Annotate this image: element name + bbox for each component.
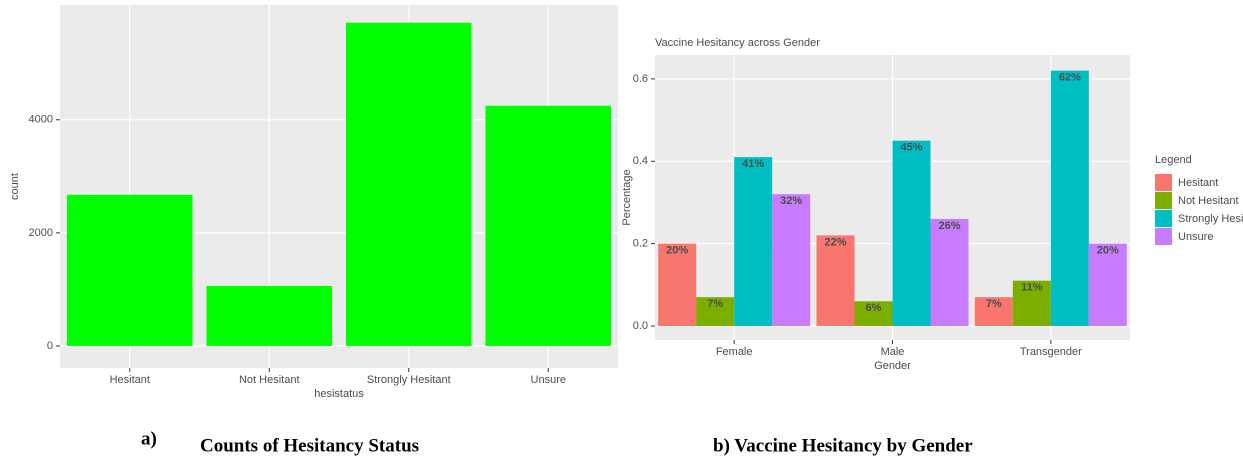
x-tick-label: Female bbox=[716, 346, 753, 358]
legend-swatch bbox=[1155, 192, 1172, 209]
bar bbox=[485, 105, 612, 346]
bar bbox=[345, 22, 472, 346]
legend-label: Unsure bbox=[1178, 231, 1213, 243]
legend-swatch bbox=[1155, 174, 1172, 191]
x-tick-label: Unsure bbox=[531, 374, 566, 386]
y-tick-label: 0.4 bbox=[633, 155, 648, 167]
bar bbox=[1088, 243, 1127, 326]
legend-label: Hesitant bbox=[1178, 177, 1218, 189]
value-label: 41% bbox=[742, 158, 764, 170]
bar bbox=[816, 235, 855, 326]
caption: Counts of Hesitancy Status bbox=[200, 435, 419, 456]
y-tick-label: 0.6 bbox=[633, 73, 648, 85]
caption: b) Vaccine Hesitancy by Gender bbox=[713, 435, 973, 456]
value-label: 26% bbox=[938, 220, 960, 232]
y-tick-label: 0.0 bbox=[633, 320, 648, 332]
x-tick-label: Hesitant bbox=[110, 374, 150, 386]
y-tick-label: 0.2 bbox=[633, 238, 648, 250]
legend-label: Not Hesitant bbox=[1178, 195, 1239, 207]
legend-title: Legend bbox=[1155, 154, 1192, 166]
value-label: 20% bbox=[666, 245, 688, 257]
legend-label: Strongly Hesitant bbox=[1178, 213, 1243, 225]
value-label: 11% bbox=[1021, 282, 1043, 294]
bar bbox=[974, 297, 1013, 326]
value-label: 22% bbox=[824, 236, 846, 248]
x-tick-label: Strongly Hesitant bbox=[367, 374, 451, 386]
y-tick-label: 0 bbox=[47, 340, 53, 352]
value-label: 62% bbox=[1059, 72, 1081, 84]
bar bbox=[892, 140, 931, 326]
caption-letter: a) bbox=[141, 428, 157, 449]
y-axis-label: Percentage bbox=[621, 169, 633, 225]
bar bbox=[772, 194, 811, 326]
x-tick-label: Male bbox=[881, 346, 905, 358]
bar bbox=[206, 285, 333, 346]
value-label: 7% bbox=[707, 298, 723, 310]
y-axis-label: count bbox=[9, 173, 21, 200]
value-label: 20% bbox=[1097, 245, 1119, 257]
x-tick-label: Transgender bbox=[1020, 346, 1082, 358]
bar bbox=[1050, 70, 1089, 326]
chart-title: Vaccine Hesitancy across Gender bbox=[655, 37, 820, 49]
value-label: 6% bbox=[866, 302, 882, 314]
bar bbox=[66, 194, 193, 346]
legend-swatch bbox=[1155, 228, 1172, 245]
y-tick-label: 2000 bbox=[29, 227, 53, 239]
bar bbox=[854, 301, 893, 326]
bar bbox=[658, 243, 697, 326]
bar bbox=[1012, 280, 1051, 326]
value-label: 7% bbox=[986, 298, 1002, 310]
bar bbox=[930, 218, 969, 326]
x-axis-label: Gender bbox=[874, 360, 911, 372]
value-label: 45% bbox=[900, 142, 922, 154]
x-axis-label: hesistatus bbox=[314, 388, 364, 400]
y-tick-label: 4000 bbox=[29, 114, 53, 126]
bar bbox=[734, 157, 773, 326]
bar bbox=[696, 297, 735, 326]
x-tick-label: Not Hesitant bbox=[239, 374, 300, 386]
value-label: 32% bbox=[780, 195, 802, 207]
legend-swatch bbox=[1155, 210, 1172, 227]
